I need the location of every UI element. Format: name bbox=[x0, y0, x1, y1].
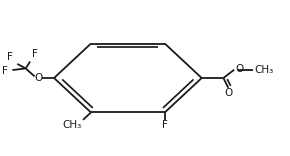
Text: CH₃: CH₃ bbox=[63, 120, 82, 130]
Text: O: O bbox=[34, 73, 42, 83]
Text: F: F bbox=[32, 49, 38, 59]
Text: CH₃: CH₃ bbox=[254, 65, 273, 75]
Text: F: F bbox=[162, 120, 168, 130]
Text: F: F bbox=[1, 66, 8, 76]
Text: O: O bbox=[235, 64, 244, 74]
Text: O: O bbox=[224, 88, 232, 98]
Text: F: F bbox=[7, 52, 13, 62]
